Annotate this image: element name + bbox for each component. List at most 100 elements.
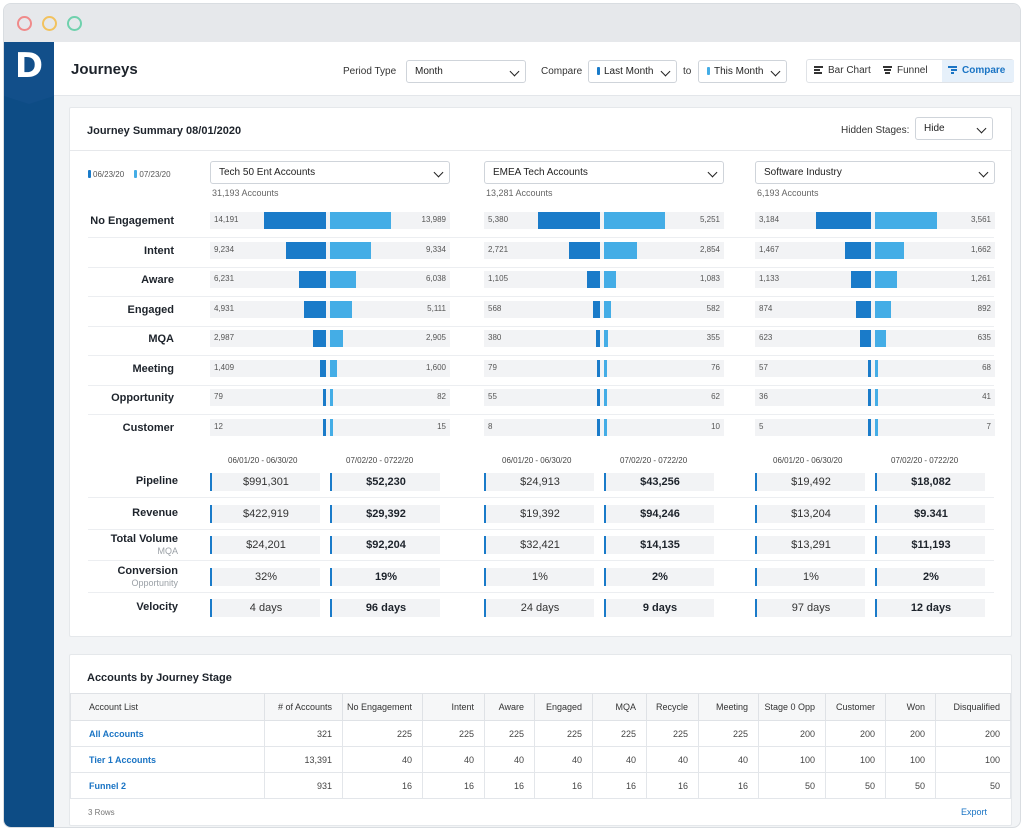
segment-select[interactable]: Software Industry xyxy=(755,161,995,184)
column-header[interactable]: # of Accounts xyxy=(264,693,343,721)
column-header[interactable]: Aware xyxy=(484,693,535,721)
current-value: 9,334 xyxy=(425,244,446,254)
previous-value: 9,234 xyxy=(214,244,235,254)
funnel-view-button[interactable]: Funnel xyxy=(883,60,939,82)
column-header[interactable]: Stage 0 Opp xyxy=(758,693,826,721)
hidden-stages-select[interactable]: Hide xyxy=(915,117,993,140)
column-header[interactable]: Recycle xyxy=(646,693,699,721)
previous-period-bar xyxy=(868,359,871,377)
current-value: 15 xyxy=(437,421,446,431)
previous-period-bar xyxy=(538,212,600,229)
stage-bar-track: 79 76 xyxy=(484,359,724,377)
previous-period-bar xyxy=(597,418,600,436)
hidden-stages-label: Hidden Stages: xyxy=(841,125,910,136)
segment-select[interactable]: EMEA Tech Accounts xyxy=(484,161,724,184)
previous-value: 6,231 xyxy=(214,274,235,283)
compare-view-button[interactable]: Compare xyxy=(942,60,1014,82)
metric-label: Total Volume xyxy=(110,533,178,545)
current-period-bar xyxy=(604,300,611,318)
current-value: 68 xyxy=(982,362,991,372)
table-cell: 225 xyxy=(484,720,535,747)
chevron-down-icon xyxy=(978,167,989,178)
column-header[interactable]: Customer xyxy=(825,693,886,721)
series-b-marker xyxy=(707,67,710,75)
export-link[interactable]: Export xyxy=(960,807,987,817)
metric-value: $94,246 xyxy=(604,504,714,523)
metric-value: 1% xyxy=(755,567,865,586)
segment-account-count: 13,281 Accounts xyxy=(486,188,553,198)
stage-label: Meeting xyxy=(132,362,174,375)
metric-value: 32% xyxy=(210,567,320,586)
compare-from-select[interactable]: Last Month xyxy=(588,60,677,83)
chevron-down-icon xyxy=(707,167,718,178)
metric-row-divider xyxy=(88,528,994,530)
metric-sublabel: Opportunity xyxy=(131,577,178,588)
current-period-bar xyxy=(604,241,637,259)
previous-value: 568 xyxy=(488,303,502,313)
metric-label: Conversion xyxy=(117,564,178,577)
account-list-link[interactable]: Funnel 2 xyxy=(70,772,265,799)
stage-row-divider xyxy=(88,414,994,415)
period-range-label: 07/02/20 - 0722/20 xyxy=(346,456,414,465)
column-header[interactable]: Intent xyxy=(422,693,485,721)
table-cell: 225 xyxy=(698,720,759,747)
segment-select[interactable]: Tech 50 Ent Accounts xyxy=(210,161,450,184)
column-header[interactable]: Meeting xyxy=(698,693,759,721)
previous-value: 3,184 xyxy=(759,215,780,224)
period-range-label: 07/02/20 - 0722/20 xyxy=(620,456,688,465)
previous-value: 4,931 xyxy=(214,303,235,313)
table-body: All Accounts 321 225 225 225 225 225 225 225 200 2… xyxy=(70,720,1011,799)
column-header[interactable]: No Engagement xyxy=(342,693,423,721)
bar-chart-icon xyxy=(814,66,823,74)
stage-label: Engaged xyxy=(127,303,174,316)
column-header[interactable]: Disqualified xyxy=(935,693,1011,721)
table-cell: 16 xyxy=(698,772,759,799)
account-list-link[interactable]: Tier 1 Accounts xyxy=(70,746,265,773)
table-cell: 225 xyxy=(342,720,423,747)
column-header[interactable]: Account List xyxy=(70,693,265,721)
funnel-icon xyxy=(883,66,892,74)
minimize-window-icon[interactable] xyxy=(42,16,57,31)
current-value: 892 xyxy=(977,303,991,313)
column-header[interactable]: Engaged xyxy=(534,693,593,721)
maximize-window-icon[interactable] xyxy=(67,16,82,31)
journey-summary-title: Journey Summary 08/01/2020 xyxy=(87,125,242,137)
stage-bar-track: 568 582 xyxy=(484,300,724,318)
stage-bar-track: 6,231 6,038 xyxy=(210,271,450,288)
window-titlebar xyxy=(4,4,1020,42)
metric-value: $13,291 xyxy=(755,536,865,554)
stage-bar-track: 4,931 5,111 xyxy=(210,300,450,318)
close-window-icon[interactable] xyxy=(17,16,32,31)
current-period-bar xyxy=(875,241,904,259)
compare-view-label: Compare xyxy=(962,65,1006,76)
current-period-bar xyxy=(330,271,357,288)
table-cell: 100 xyxy=(825,746,886,773)
account-list-link[interactable]: All Accounts xyxy=(70,720,265,747)
compare-to-select[interactable]: This Month xyxy=(698,60,787,83)
metric-value: $13,204 xyxy=(755,504,865,523)
period-type-label: Period Type xyxy=(343,66,397,77)
table-cell: 931 xyxy=(264,772,343,799)
stage-bar-track: 1,467 1,662 xyxy=(755,241,995,259)
current-period-bar xyxy=(875,271,897,288)
previous-period-bar xyxy=(264,212,326,229)
bar-chart-view-button[interactable]: Bar Chart xyxy=(814,60,882,82)
metric-value: $43,256 xyxy=(604,473,714,491)
sidebar: D xyxy=(4,42,54,827)
table-cell: 200 xyxy=(758,720,826,747)
column-header[interactable]: MQA xyxy=(592,693,647,721)
accounts-by-stage-title: Accounts by Journey Stage xyxy=(87,672,232,684)
previous-value: 1,467 xyxy=(759,244,780,254)
segment-name: EMEA Tech Accounts xyxy=(493,167,588,178)
current-value: 2,905 xyxy=(425,333,446,342)
page-title: Journeys xyxy=(71,61,138,78)
period-type-select[interactable]: Month xyxy=(406,60,526,83)
compare-from-value: Last Month xyxy=(604,66,654,77)
current-value: 62 xyxy=(711,392,720,401)
previous-period-bar xyxy=(587,271,600,288)
current-period-bar xyxy=(875,300,891,318)
app-logo[interactable]: D xyxy=(4,42,54,104)
column-header[interactable]: Won xyxy=(885,693,936,721)
table-cell: 200 xyxy=(935,720,1011,747)
current-value: 6,038 xyxy=(425,274,446,283)
